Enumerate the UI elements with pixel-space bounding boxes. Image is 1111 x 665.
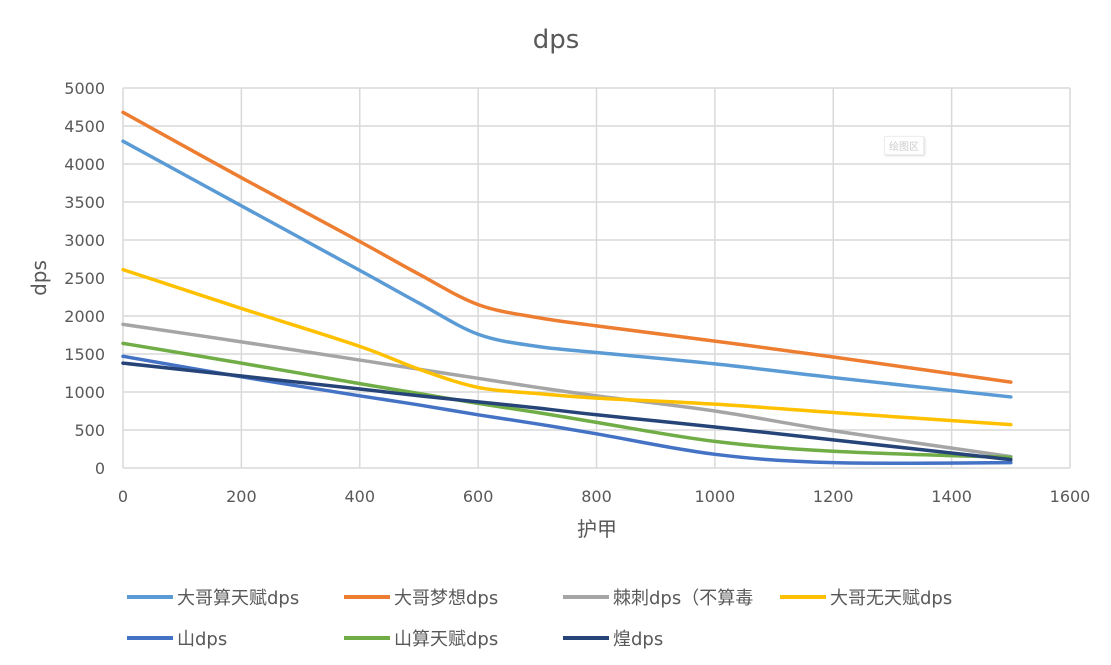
series-line [121, 110, 1013, 384]
y-axis-label: dps [27, 260, 51, 296]
series-line [121, 341, 1013, 460]
plot-area-label: 绘图区 [884, 136, 924, 155]
series-line [121, 354, 1013, 466]
y-tick-label: 0 [95, 459, 105, 478]
legend-label: 棘刺dps（不算毒 [613, 588, 753, 609]
legend-label: 大哥无天赋dps [830, 588, 952, 609]
x-tick-label: 400 [344, 487, 375, 506]
legend-label: 煌dps [613, 629, 663, 650]
chart-title: dps [533, 25, 580, 55]
x-tick-label: 1600 [1050, 487, 1091, 506]
y-tick-label: 1000 [64, 383, 105, 402]
legend-label: 山dps [177, 629, 227, 650]
x-tick-label: 800 [581, 487, 612, 506]
y-tick-label: 1500 [64, 345, 105, 364]
y-tick-label: 2000 [64, 307, 105, 326]
x-tick-label: 1400 [931, 487, 972, 506]
x-tick-label: 0 [118, 487, 128, 506]
x-tick-label: 600 [463, 487, 494, 506]
y-tick-label: 4500 [64, 117, 105, 136]
y-tick-label: 500 [74, 421, 105, 440]
y-tick-label: 2500 [64, 269, 105, 288]
y-tick-label: 4000 [64, 155, 105, 174]
series-line [121, 322, 1013, 459]
legend-label: 大哥算天赋dps [177, 588, 299, 609]
y-tick-label: 3500 [64, 193, 105, 212]
x-axis-label: 护甲 [577, 517, 617, 541]
legend-label: 大哥梦想dps [394, 588, 498, 609]
x-tick-label: 1200 [813, 487, 854, 506]
y-tick-label: 5000 [64, 79, 105, 98]
x-tick-label: 1000 [695, 487, 736, 506]
series-line [121, 361, 1013, 462]
series-line [121, 267, 1013, 427]
legend-label: 山算天赋dps [394, 629, 498, 650]
x-tick-label: 200 [226, 487, 257, 506]
y-tick-label: 3000 [64, 231, 105, 250]
series-line [121, 139, 1013, 399]
